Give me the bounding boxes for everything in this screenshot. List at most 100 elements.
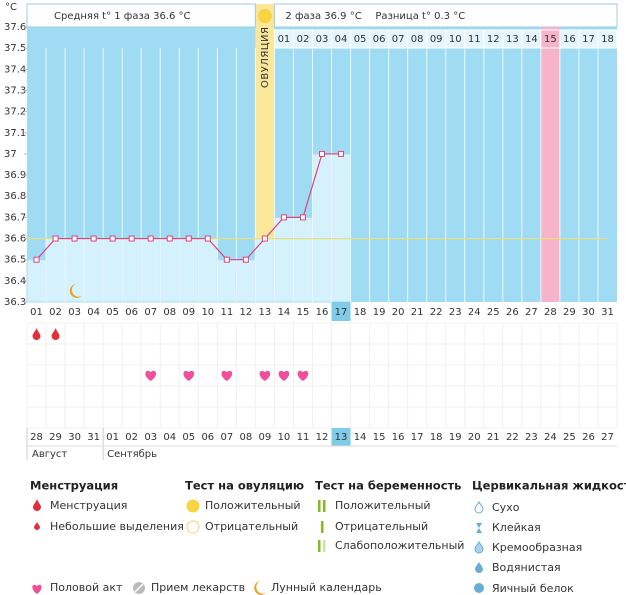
legend-title: Менструация xyxy=(30,479,118,493)
x-tick-label: 14 xyxy=(278,307,291,318)
temperature-point xyxy=(338,150,345,157)
x-tick-label: 23 xyxy=(449,307,462,318)
temperature-column xyxy=(159,238,180,303)
date-label: 06 xyxy=(201,432,214,443)
date-label: 07 xyxy=(220,432,233,443)
legend-item: Менструация xyxy=(50,499,127,512)
heart-icon xyxy=(183,370,195,381)
phase2-cell xyxy=(597,29,618,49)
heart-icon xyxy=(32,584,42,594)
phase2-day: 01 xyxy=(278,34,291,45)
phase2-day: 12 xyxy=(487,34,500,45)
temperature-point xyxy=(185,235,192,242)
date-label: 02 xyxy=(125,432,138,443)
phase2-day: 15 xyxy=(544,34,557,45)
temperature-column xyxy=(197,238,218,303)
x-tick-label: 30 xyxy=(582,307,595,318)
temperature-column xyxy=(254,238,275,303)
x-tick-label: 16 xyxy=(316,307,329,318)
y-tick-label: 37.5 xyxy=(4,43,26,54)
temperature-column xyxy=(83,238,104,303)
y-tick-label: 36.7 xyxy=(4,212,26,223)
phase2-day: 09 xyxy=(430,34,443,45)
date-label: 04 xyxy=(163,432,176,443)
temperature-column xyxy=(26,259,47,303)
y-tick-label: 36.4 xyxy=(4,276,26,287)
x-tick-label: 18 xyxy=(354,307,367,318)
date-label: 01 xyxy=(106,432,119,443)
temperature-point xyxy=(223,256,230,263)
heart-icon xyxy=(297,370,309,381)
date-label: 12 xyxy=(316,432,329,443)
legend-item: Отрицательный xyxy=(205,520,298,533)
legend-item: Половой акт xyxy=(50,581,123,594)
temperature-point xyxy=(166,235,173,242)
legend-item: Положительный xyxy=(335,499,431,512)
moon-icon xyxy=(254,581,266,595)
date-label: 17 xyxy=(411,432,424,443)
y-tick-label: 37.1 xyxy=(4,128,26,139)
temperature-point xyxy=(33,256,40,263)
x-tick-label: 26 xyxy=(506,307,519,318)
date-label: 19 xyxy=(449,432,462,443)
date-label: 09 xyxy=(259,432,272,443)
date-label: 05 xyxy=(182,432,195,443)
date-label: 23 xyxy=(525,432,538,443)
x-tick-label: 20 xyxy=(392,307,405,318)
legend-title: Тест на овуляцию xyxy=(185,479,304,493)
legend-item: Кремообразная xyxy=(492,541,582,554)
phase2-day: 05 xyxy=(354,34,367,45)
y-tick-label: 37.4 xyxy=(4,64,26,75)
legend-item: Сухо xyxy=(492,501,520,514)
month-label: Август xyxy=(32,449,67,460)
temperature-column xyxy=(45,238,66,303)
x-tick-label: 22 xyxy=(430,307,443,318)
bar-icon xyxy=(323,500,326,512)
date-label: 14 xyxy=(354,432,367,443)
phase2-day: 04 xyxy=(335,34,348,45)
ovulation-column xyxy=(255,4,275,302)
x-tick-label: 29 xyxy=(563,307,576,318)
legend-item: Небольшие выделения xyxy=(50,520,184,533)
x-tick-label: 03 xyxy=(68,307,81,318)
temperature-point xyxy=(52,235,59,242)
heart-icon xyxy=(221,370,233,381)
date-label: 10 xyxy=(278,432,291,443)
bar-icon xyxy=(321,521,324,533)
x-tick-label: 27 xyxy=(525,307,538,318)
moon-icon xyxy=(69,284,82,298)
y-tick-label: 36.3 xyxy=(4,297,26,308)
legend-item: Прием лекарств xyxy=(151,581,245,594)
y-tick-label: 37 xyxy=(4,149,17,160)
x-tick-label: 31 xyxy=(601,307,614,318)
x-tick-label: 10 xyxy=(201,307,214,318)
phase2-day: 13 xyxy=(506,34,519,45)
temperature-column xyxy=(216,259,237,303)
phase2-day: 14 xyxy=(525,34,538,45)
temperature-column xyxy=(273,216,294,303)
date-label: 11 xyxy=(297,432,310,443)
date-label: 28 xyxy=(30,432,43,443)
phase2-day: 16 xyxy=(563,34,576,45)
y-tick-label: 36.9 xyxy=(4,170,26,181)
drop-icon xyxy=(475,562,483,573)
temperature-point xyxy=(90,235,97,242)
date-label: 13 xyxy=(335,432,348,443)
y-tick-label: 37.3 xyxy=(4,85,26,96)
legend-title: Тест на беременность xyxy=(315,479,461,493)
legend-item: Положительный xyxy=(205,499,301,512)
temperature-point xyxy=(261,235,268,242)
legend-item: Отрицательный xyxy=(335,520,428,533)
x-tick-label: 09 xyxy=(182,307,195,318)
drop-icon xyxy=(34,522,40,530)
phase2-day: 06 xyxy=(373,34,386,45)
temperature-column xyxy=(235,259,256,303)
y-tick-label: 37.2 xyxy=(4,107,26,118)
temperature-column xyxy=(331,153,352,303)
legend-item: Яичный белок xyxy=(492,582,574,595)
drop-icon xyxy=(474,500,484,514)
phase2-day: 02 xyxy=(297,34,310,45)
legend-title: Цервикальная жидкость xyxy=(472,479,626,493)
x-tick-label: 15 xyxy=(297,307,310,318)
